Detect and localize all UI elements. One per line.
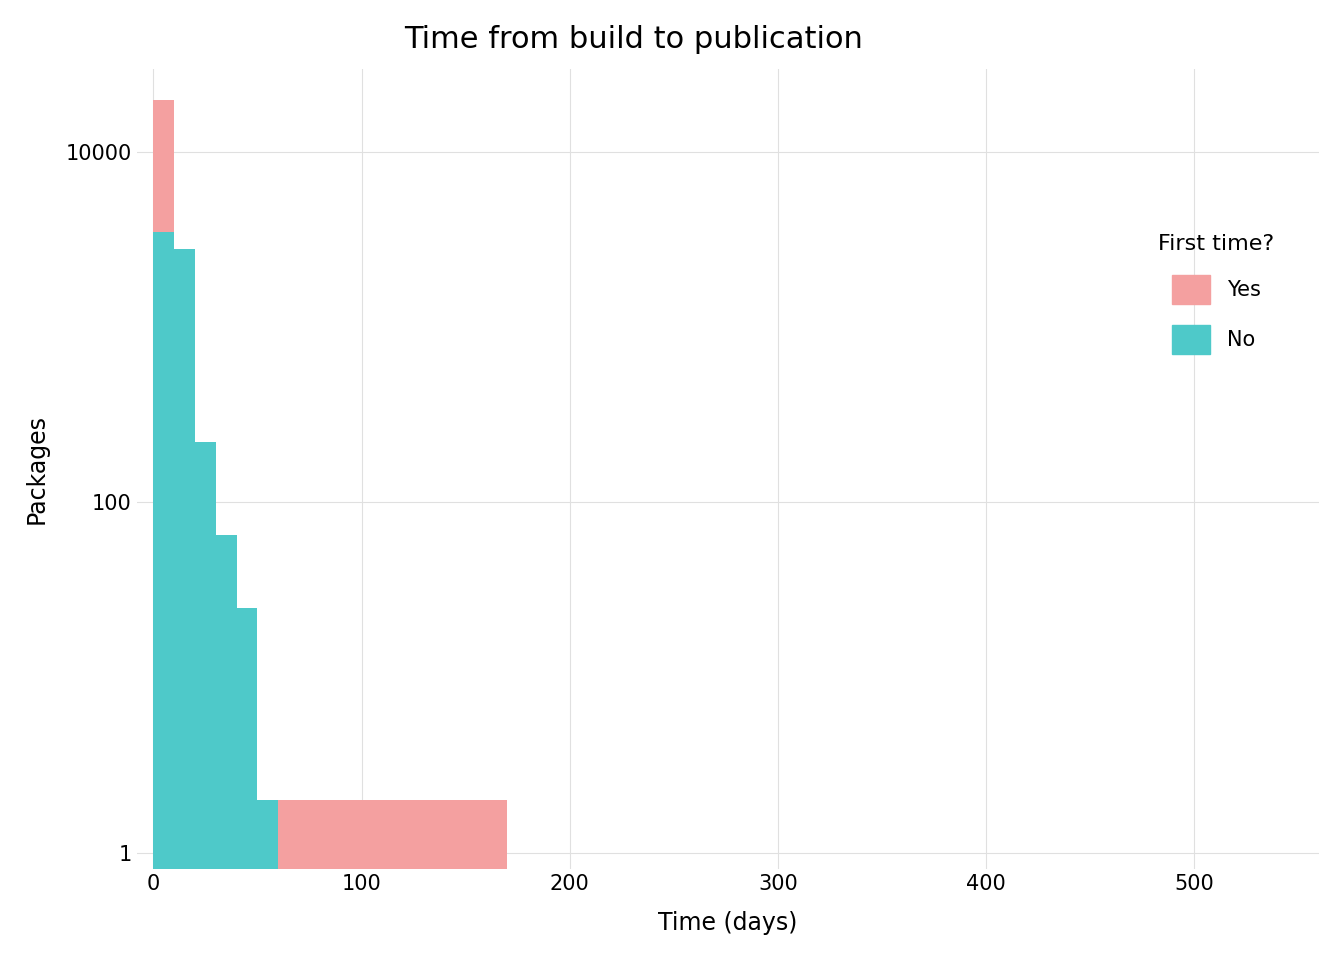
Bar [153, 100, 175, 960]
Bar [216, 535, 237, 960]
Bar [278, 800, 507, 960]
Bar [237, 608, 258, 960]
Bar [175, 249, 195, 960]
Y-axis label: Packages: Packages [26, 414, 48, 524]
Bar [175, 495, 195, 960]
Bar [195, 443, 216, 960]
Bar [216, 572, 237, 960]
Bar [195, 530, 216, 960]
Bar [153, 232, 175, 960]
X-axis label: Time (days): Time (days) [659, 911, 797, 935]
Legend: Yes, No: Yes, No [1148, 224, 1285, 365]
Title: Time from build to publication: Time from build to publication [405, 25, 863, 54]
Bar [258, 800, 278, 960]
Bar [258, 800, 278, 960]
Bar [237, 625, 258, 960]
